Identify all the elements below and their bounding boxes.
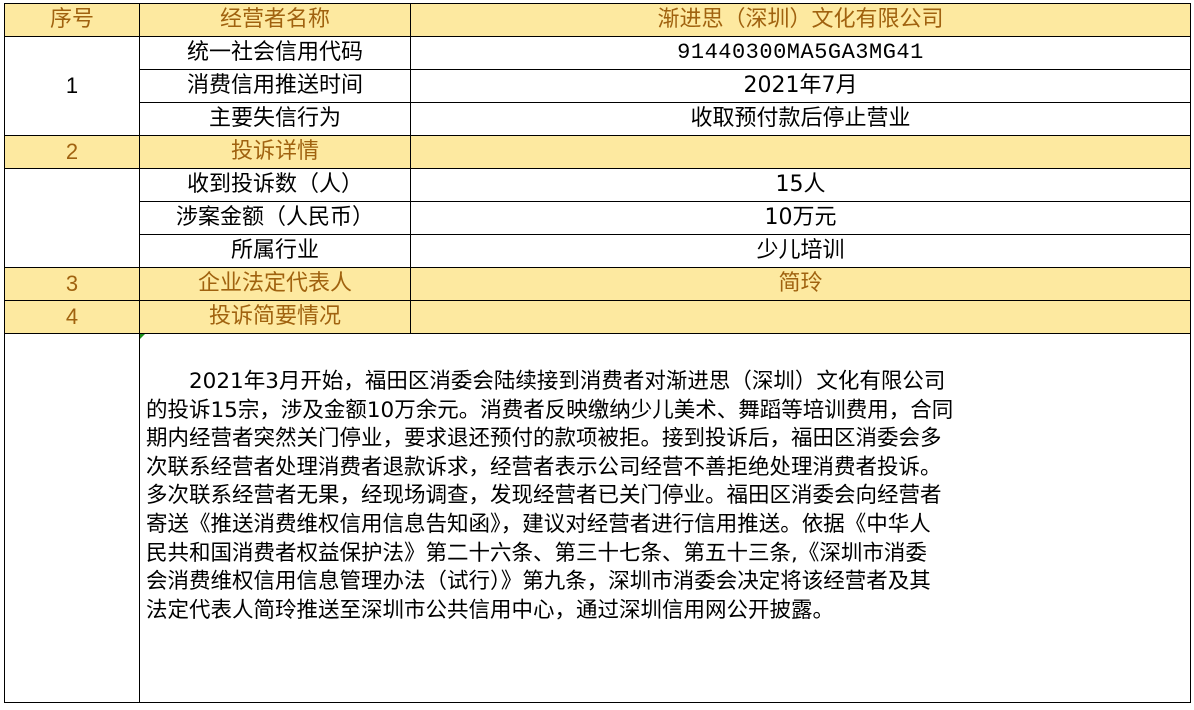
- row-number: 4: [4, 300, 140, 334]
- table-row: 涉案金额（人民币） 10万元: [5, 201, 1191, 235]
- empty-cell: [4, 333, 140, 703]
- summary-line: 寄送《推送消费维权信用信息告知函》，建议对经营者进行信用推送。依据《中华人: [146, 511, 931, 537]
- complaint-count: 15人: [410, 168, 1191, 202]
- table-row: 消费信用推送时间 2021年7月: [5, 69, 1191, 103]
- row-label: 所属行业: [139, 234, 411, 268]
- summary-line: 民共和国消费者权益保护法》第二十六条、第三十七条、第五十三条,《深圳市消委: [146, 540, 927, 566]
- empty-cell: [4, 168, 140, 268]
- industry: 少儿培训: [410, 234, 1191, 268]
- empty-cell: [410, 300, 1191, 334]
- row-label: 收到投诉数（人）: [139, 168, 411, 202]
- summary-line: 多次联系经营者无果，经现场调查，发现经营者已关门停业。福田区消委会向经营者: [146, 483, 942, 509]
- row-label: 主要失信行为: [139, 102, 411, 136]
- summary-line: 会消费维权信用信息管理办法（试行）》第九条，深圳市消委会决定将该经营者及其: [146, 569, 931, 595]
- misconduct: 收取预付款后停止营业: [410, 102, 1191, 136]
- amount: 10万元: [410, 201, 1191, 235]
- company-name: 渐进思（深圳）文化有限公司: [410, 3, 1191, 37]
- push-time: 2021年7月: [410, 69, 1191, 103]
- section-row: 3 企业法定代表人 简玲: [4, 267, 1191, 301]
- summary-line: 2021年3月开始，福田区消委会陆续接到消费者对渐进思（深圳）文化有限公司: [146, 369, 946, 394]
- section-row: 2 投诉详情: [4, 135, 1191, 169]
- summary-line: 法定代表人简玲推送至深圳市公共信用中心，通过深圳信用网公开披露。: [146, 597, 835, 623]
- legal-representative: 简玲: [410, 267, 1191, 301]
- section-row: 4 投诉简要情况: [4, 300, 1191, 334]
- empty-cell: [410, 135, 1191, 169]
- section-title: 投诉详情: [139, 135, 411, 169]
- summary-paragraph: 2021年3月开始，福田区消委会陆续接到消费者对渐进思（深圳）文化有限公司 的投…: [146, 368, 953, 625]
- credit-code: 91440300MA5GA3MG41: [410, 36, 1191, 70]
- row-number: 1: [4, 36, 140, 136]
- credit-table: 序号 经营者名称 渐进思（深圳）文化有限公司 1 统一社会信用代码 914403…: [4, 3, 1191, 703]
- section-title: 企业法定代表人: [139, 267, 411, 301]
- section-title: 投诉简要情况: [139, 300, 411, 334]
- summary-cell: 2021年3月开始，福田区消委会陆续接到消费者对渐进思（深圳）文化有限公司 的投…: [139, 333, 1191, 703]
- row-label: 统一社会信用代码: [139, 36, 411, 70]
- row-label: 消费信用推送时间: [139, 69, 411, 103]
- row-number: 2: [4, 135, 140, 169]
- summary-row: 2021年3月开始，福田区消委会陆续接到消费者对渐进思（深圳）文化有限公司 的投…: [4, 333, 1191, 703]
- summary-line: 的投诉15宗，涉及金额10万余元。消费者反映缴纳少儿美术、舞蹈等培训费用，合同: [146, 397, 954, 423]
- header-row: 序号 经营者名称 渐进思（深圳）文化有限公司: [4, 3, 1191, 37]
- table-row: 所属行业 少儿培训: [5, 234, 1191, 268]
- summary-line: 期内经营者突然关门停业，要求退还预付的款项被拒。接到投诉后，福田区消委会多: [146, 426, 942, 452]
- table-row: 主要失信行为 收取预付款后停止营业: [5, 102, 1191, 136]
- row-label: 涉案金额（人民币）: [139, 201, 411, 235]
- summary-line: 次联系经营者处理消费者退款诉求，经营者表示公司经营不善拒绝处理消费者投诉。: [146, 454, 942, 480]
- row-number: 3: [4, 267, 140, 301]
- header-name-label: 经营者名称: [139, 3, 411, 37]
- table-row: 收到投诉数（人） 15人: [4, 168, 1191, 268]
- table-row: 1 统一社会信用代码 91440300MA5GA3MG41: [4, 36, 1191, 136]
- header-number: 序号: [4, 3, 140, 37]
- cell-comment-marker: [140, 334, 145, 339]
